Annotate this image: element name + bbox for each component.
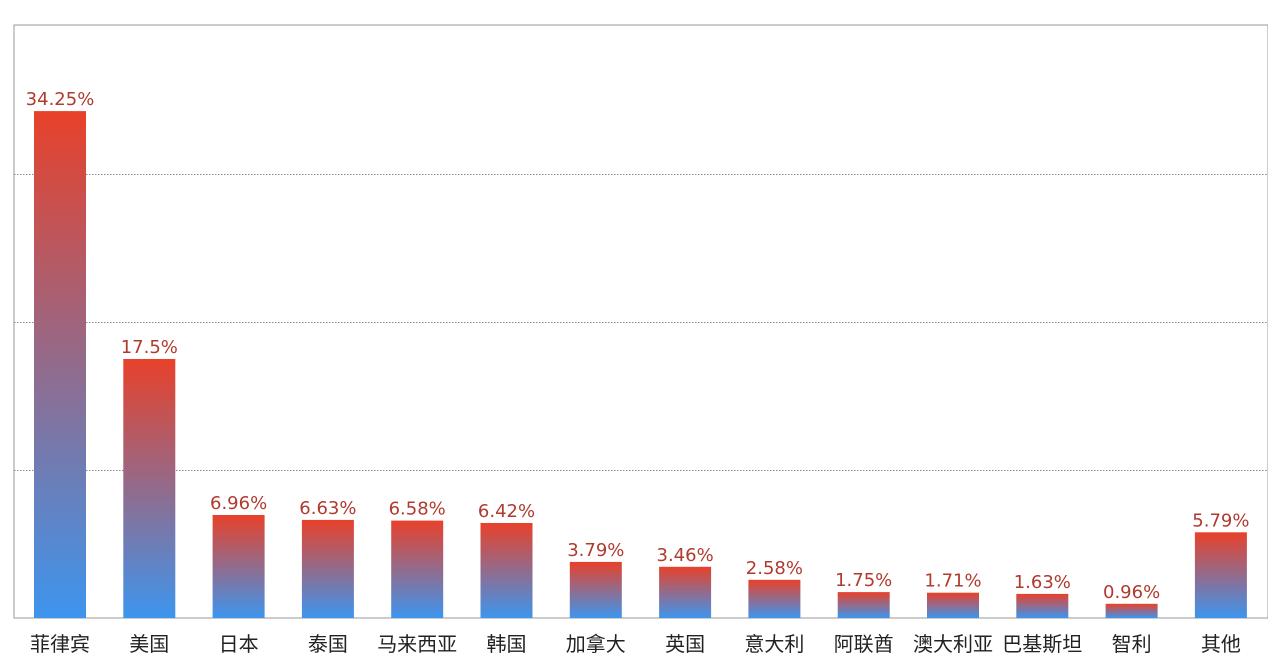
bar [391,520,444,618]
value-labels: 34.25% 17.5% 6.96% 6.63% 6.58% 6.42% 3.79% 3.46… [26,89,1250,603]
data-label: 6.42% [478,501,535,522]
data-label: 3.46% [657,545,714,566]
x-tick-label: 其他 [1201,632,1241,656]
x-tick-label: 阿联酋 [834,632,894,656]
x-tick-label: 意大利 [744,632,804,656]
bar [1105,603,1158,618]
bar [748,579,801,618]
x-tick-label: 日本 [219,632,259,656]
x-tick-label: 韩国 [487,632,527,656]
bar [659,566,712,618]
bar [569,561,622,618]
data-label: 2.58% [746,558,803,579]
x-tick-label: 加拿大 [566,632,626,656]
data-label: 6.96% [210,493,267,514]
x-tick-label: 泰国 [308,632,348,656]
gridlines [14,174,1268,471]
bar [301,519,354,618]
data-label: 6.63% [299,498,356,519]
bar [212,515,265,618]
bar [927,592,979,618]
bar [1194,532,1247,618]
data-label: 5.79% [1192,510,1249,531]
category-labels: 菲律宾 美国 日本 泰国 马来西亚 韩国 加拿大 英国 意大利 阿联酋 澳大利亚 巴基斯坦 智利 其他 [30,632,1241,656]
data-label: 17.5% [121,337,178,358]
bar [34,111,86,618]
x-tick-label: 美国 [129,632,169,656]
x-tick-label: 澳大利亚 [913,632,993,656]
data-label: 1.63% [1014,572,1071,593]
x-tick-label: 英国 [665,632,705,656]
bars [34,111,1247,618]
x-tick-label: 智利 [1112,632,1152,656]
x-tick-label: 马来西亚 [377,632,457,656]
data-label: 1.75% [835,570,892,591]
plot-frame [13,24,1268,619]
bar [123,359,176,618]
data-label: 0.96% [1103,582,1160,603]
bar [1016,593,1069,618]
data-label: 6.58% [389,499,446,520]
data-label: 3.79% [567,540,624,561]
x-tick-label: 巴基斯坦 [1002,632,1082,656]
data-label: 34.25% [26,89,95,110]
x-tick-label: 菲律宾 [30,632,90,656]
bar [480,523,533,618]
bar [837,592,890,618]
data-label: 1.71% [924,571,981,592]
